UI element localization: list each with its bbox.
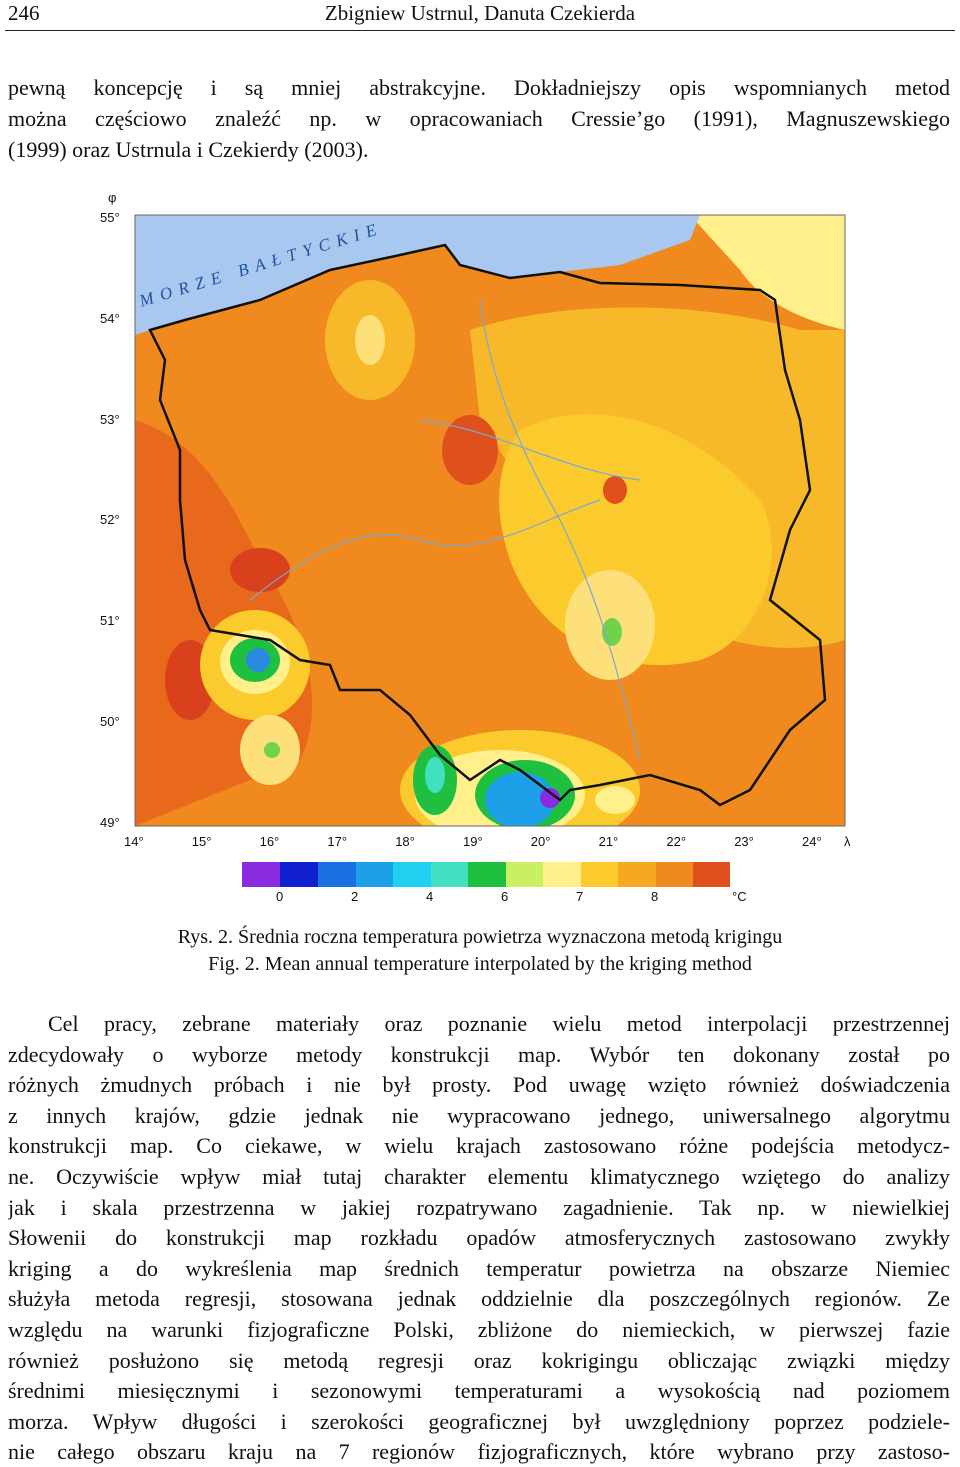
legend-swatch: [318, 862, 356, 887]
map-frame: [134, 214, 846, 827]
legend-unit: °C: [732, 889, 747, 904]
zone: [485, 772, 555, 826]
caption-pl: Rys. 2. Średnia roczna temperatura powie…: [177, 926, 783, 948]
legend-swatch: [468, 862, 506, 887]
legend-label: 0: [276, 889, 284, 904]
text-line: średnimi miesięcznymi i sezonowymi tempe…: [8, 1378, 950, 1404]
header-rule: [5, 30, 955, 31]
lon-label: 19°: [463, 834, 483, 849]
caption-en: Fig. 2. Mean annual temperature interpol…: [208, 953, 752, 975]
lon-label: 16°: [259, 834, 280, 849]
lat-label: 49°: [100, 814, 120, 830]
lat-label: 51°: [100, 613, 120, 629]
sea: [135, 215, 700, 335]
text-line: służyła metoda regresji, stosowana jedna…: [8, 1286, 950, 1312]
legend-label: 7: [576, 889, 584, 904]
text-line: pewną koncepcję i są mniej abstrakcyjne.…: [8, 75, 950, 100]
text-line: również posłużono się metodą regresji or…: [8, 1347, 950, 1373]
legend-swatch: [242, 862, 280, 887]
zone: [425, 757, 445, 793]
legend-swatch: [506, 862, 543, 887]
text-line: jak i skala przestrzenna w jakiej rozpat…: [8, 1194, 950, 1220]
zone: [595, 786, 635, 814]
lat-label: 54°: [100, 310, 120, 326]
text-line: ne. Oczywiście wpływ miał tutaj charakte…: [8, 1164, 950, 1189]
text-line: morza. Wpływ długości i szerokości geogr…: [8, 1408, 950, 1434]
legend-swatch: [393, 862, 431, 887]
river: [249, 299, 641, 761]
text-line: Cel pracy, zebrane materiały oraz poznan…: [48, 1011, 950, 1036]
page-number: 246: [8, 1, 40, 25]
text-line: względu na warunki fizjograficzne Polski…: [8, 1317, 950, 1342]
legend-swatch: [693, 862, 730, 887]
zone: [246, 648, 270, 672]
map: [135, 215, 845, 826]
zone: [603, 476, 627, 504]
lon-label: 20°: [530, 834, 551, 849]
zone: [264, 742, 280, 758]
text-line: Słowenii do konstrukcji map rozkładu opa…: [8, 1225, 950, 1251]
lon-label: 24°: [802, 834, 822, 849]
legend-label: 6: [501, 889, 509, 904]
text-line: różnych żmudnych próbach i nie był prost…: [8, 1072, 950, 1098]
map-figure: [134, 214, 846, 887]
legend-swatch: [356, 862, 393, 887]
lat-label: 52°: [100, 512, 120, 528]
lon-label: 15°: [191, 834, 212, 849]
lat-label: 53°: [100, 411, 120, 427]
lon-symbol: λ: [844, 834, 851, 849]
legend-swatch: [618, 862, 656, 887]
lon-label: 18°: [395, 834, 415, 849]
legend-swatch: [280, 862, 318, 887]
zone: [690, 215, 845, 330]
legend-label: 4: [426, 889, 434, 904]
zone: [355, 315, 385, 365]
text-line: z innych krajów, gdzie jednak nie wyprac…: [8, 1102, 950, 1128]
border: [559, 271, 761, 291]
text-line: zdecydowały o wyborze metody konstrukcji…: [8, 1041, 950, 1067]
text-line: konstrukcji map. Co ciekawe, w wielu kra…: [8, 1133, 950, 1159]
legend-swatch: [656, 862, 693, 887]
lon-label: 23°: [734, 834, 754, 849]
text-line: nie całego obszaru kraju na 7 regionów f…: [8, 1439, 950, 1465]
legend-label: 2: [351, 889, 359, 904]
lat-label: 55°: [100, 210, 120, 225]
lon-label: 21°: [598, 834, 619, 849]
text-line: (1999) oraz Ustrnula i Czekierdy (2003).: [8, 137, 369, 162]
text-line: kriging a do wykreślenia map średnich te…: [8, 1255, 950, 1281]
running-head: Zbigniew Ustrnul, Danuta Czekierda: [324, 1, 636, 25]
zone: [499, 414, 772, 666]
legend-swatch: [431, 862, 468, 887]
lat-symbol: φ: [108, 190, 117, 205]
lon-label: 14°: [124, 834, 144, 849]
legend-swatch: [581, 862, 618, 887]
lon-label: 22°: [666, 834, 687, 849]
lat-label: 50°: [100, 714, 120, 729]
legend-label: 8: [651, 889, 659, 904]
lon-label: 17°: [327, 834, 348, 849]
border: [148, 243, 827, 807]
legend: [242, 862, 730, 887]
zone: [442, 415, 498, 485]
text-line: można częściowo znaleźć np. w opracowani…: [8, 106, 950, 131]
zone: [230, 548, 290, 592]
zone: [540, 788, 560, 808]
legend-swatch: [543, 862, 581, 887]
